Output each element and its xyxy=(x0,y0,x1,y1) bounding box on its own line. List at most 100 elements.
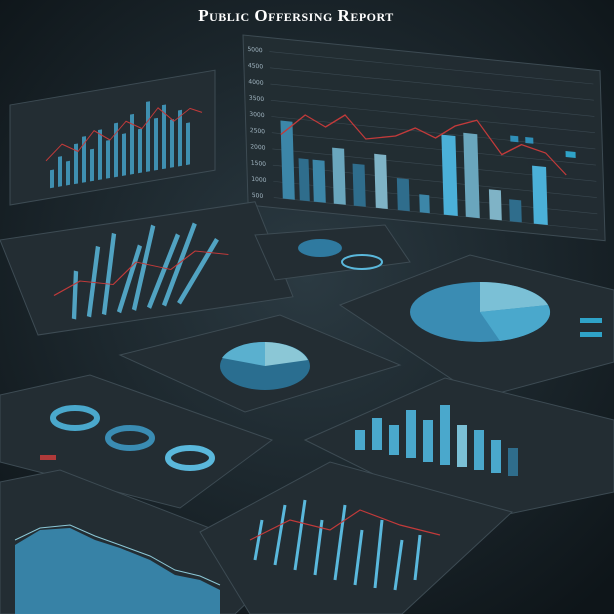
decoration xyxy=(374,153,388,210)
decoration xyxy=(355,430,365,450)
decoration xyxy=(161,222,197,307)
decoration xyxy=(353,529,364,586)
decoration xyxy=(178,109,182,167)
decoration xyxy=(116,244,143,314)
decoration xyxy=(98,129,102,181)
decoration xyxy=(441,134,458,217)
grid-line xyxy=(271,132,596,166)
panel-top-left xyxy=(9,69,216,206)
decoration xyxy=(474,430,484,470)
decoration xyxy=(565,151,576,159)
grid-line xyxy=(271,116,596,150)
decoration xyxy=(50,101,190,189)
decoration xyxy=(580,332,602,337)
y-tick-label: 5000 xyxy=(247,46,263,55)
decoration xyxy=(105,425,155,451)
grid-line xyxy=(270,83,595,117)
decoration xyxy=(90,148,94,182)
decoration xyxy=(488,189,502,221)
panel-small xyxy=(254,224,411,281)
decoration xyxy=(423,420,433,462)
decoration xyxy=(106,139,110,179)
decoration xyxy=(298,239,342,257)
panel-left-middle xyxy=(0,201,294,336)
decoration xyxy=(58,156,62,187)
decoration xyxy=(293,499,307,571)
decoration xyxy=(406,410,416,458)
decoration xyxy=(463,132,480,219)
decoration xyxy=(222,341,265,366)
decoration xyxy=(313,519,324,576)
decoration xyxy=(389,425,399,455)
decoration xyxy=(86,245,101,318)
decoration xyxy=(341,254,383,270)
report-title: Public Offersing Report xyxy=(198,6,393,25)
decoration xyxy=(15,528,220,614)
decoration xyxy=(177,237,219,305)
decoration xyxy=(40,455,56,460)
decoration xyxy=(265,342,308,366)
decoration xyxy=(122,133,126,176)
decoration xyxy=(74,143,78,185)
decoration xyxy=(480,305,551,341)
panel-bottom-center xyxy=(199,461,513,614)
panel-right-bars xyxy=(303,377,614,523)
decoration xyxy=(114,122,118,178)
panel-center-pie xyxy=(118,314,402,413)
decoration xyxy=(249,509,441,541)
y-tick-label: 2000 xyxy=(250,143,266,152)
panel-bottom-left xyxy=(0,469,293,614)
decoration xyxy=(170,119,174,168)
decoration xyxy=(373,519,384,589)
decoration xyxy=(199,461,513,614)
decoration xyxy=(71,270,79,320)
decoration xyxy=(50,169,54,189)
decoration xyxy=(419,194,430,214)
decoration xyxy=(138,128,142,174)
decoration xyxy=(280,114,567,176)
decoration xyxy=(273,504,287,566)
decoration xyxy=(352,163,366,207)
grid-line xyxy=(270,99,595,133)
decoration xyxy=(510,135,519,143)
decoration xyxy=(509,199,522,223)
panel-main: 5000 4500 4000 3500 3000 2500 2000 1500 1000 500 xyxy=(242,34,606,242)
decoration xyxy=(101,232,117,316)
decoration xyxy=(396,178,410,212)
decoration xyxy=(580,318,602,323)
decoration xyxy=(280,120,548,226)
decoration xyxy=(162,104,166,170)
y-tick-label: 3500 xyxy=(249,95,265,104)
decoration xyxy=(393,539,404,591)
decoration xyxy=(355,405,518,476)
decoration xyxy=(332,147,346,205)
decoration xyxy=(130,113,134,175)
decoration xyxy=(165,445,215,471)
decoration xyxy=(508,448,518,476)
decoration xyxy=(14,524,221,586)
decoration xyxy=(154,117,158,171)
decoration xyxy=(82,136,86,183)
decoration xyxy=(525,137,534,144)
y-tick-label: 2500 xyxy=(250,127,266,136)
decoration xyxy=(186,122,190,166)
decoration xyxy=(532,165,548,226)
decoration xyxy=(146,233,181,309)
decoration xyxy=(440,405,450,465)
decoration xyxy=(71,222,219,320)
grid-line xyxy=(269,67,594,101)
decoration xyxy=(131,224,156,311)
decoration xyxy=(66,160,70,186)
decoration xyxy=(333,504,347,581)
decoration xyxy=(372,418,382,450)
decoration xyxy=(298,158,310,202)
y-tick-label: 4500 xyxy=(248,62,264,71)
decoration xyxy=(50,405,100,431)
decoration xyxy=(280,120,295,200)
decoration xyxy=(45,107,203,162)
y-tick-label: 1500 xyxy=(251,159,267,168)
panel-right-pie xyxy=(338,254,614,399)
y-tick-label: 500 xyxy=(252,192,264,200)
y-tick-label: 3000 xyxy=(249,111,265,120)
